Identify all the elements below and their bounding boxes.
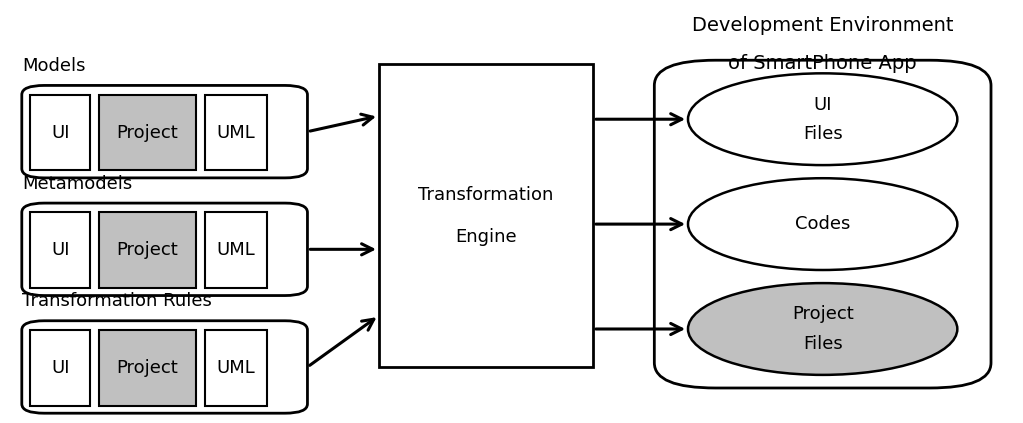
Bar — [31, 330, 90, 406]
Text: Project: Project — [117, 359, 178, 377]
Text: Development Environment: Development Environment — [692, 16, 953, 35]
Text: Files: Files — [803, 125, 843, 143]
Text: UI: UI — [51, 124, 70, 142]
Bar — [99, 95, 196, 170]
Text: Codes: Codes — [795, 215, 850, 233]
Ellipse shape — [688, 178, 958, 270]
Text: Project: Project — [117, 124, 178, 142]
Text: of SmartPhone App: of SmartPhone App — [728, 54, 917, 73]
Text: UML: UML — [217, 124, 256, 142]
Text: Project: Project — [117, 241, 178, 259]
FancyBboxPatch shape — [21, 85, 308, 178]
Text: Metamodels: Metamodels — [21, 175, 132, 192]
Text: UML: UML — [217, 359, 256, 377]
Text: Models: Models — [21, 57, 85, 75]
Ellipse shape — [688, 73, 958, 165]
Text: UI: UI — [51, 241, 70, 259]
Bar — [99, 330, 196, 406]
Bar — [31, 95, 90, 170]
Text: Transformation Rules: Transformation Rules — [21, 292, 212, 310]
Text: Engine: Engine — [455, 228, 517, 246]
Text: UML: UML — [217, 241, 256, 259]
Text: UI: UI — [51, 359, 70, 377]
FancyBboxPatch shape — [655, 60, 991, 388]
FancyBboxPatch shape — [21, 203, 308, 296]
Bar — [31, 212, 90, 288]
Bar — [99, 212, 196, 288]
Ellipse shape — [688, 283, 958, 375]
Bar — [205, 330, 267, 406]
Text: UI: UI — [813, 96, 832, 113]
Bar — [205, 95, 267, 170]
Bar — [379, 64, 593, 367]
FancyBboxPatch shape — [21, 321, 308, 413]
Text: Transformation: Transformation — [418, 186, 553, 204]
Text: Files: Files — [803, 335, 843, 353]
Text: Project: Project — [792, 305, 853, 323]
Bar — [205, 212, 267, 288]
